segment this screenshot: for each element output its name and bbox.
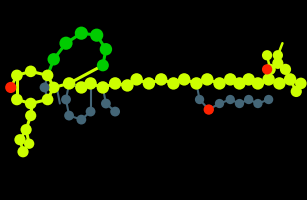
Point xyxy=(8,86,13,90)
Point xyxy=(14,98,19,102)
Point xyxy=(42,86,47,90)
Point xyxy=(21,150,25,154)
Point xyxy=(283,68,288,72)
Point xyxy=(265,54,270,58)
Point xyxy=(237,102,242,106)
Point xyxy=(268,68,273,72)
Point xyxy=(113,110,118,114)
Point xyxy=(182,78,187,82)
Point xyxy=(51,58,56,62)
Point xyxy=(67,82,72,86)
Point xyxy=(206,108,211,112)
Point xyxy=(159,78,164,82)
Point xyxy=(228,78,233,82)
Point xyxy=(113,82,118,86)
Point xyxy=(79,86,84,90)
Point xyxy=(17,138,22,142)
Point xyxy=(265,68,270,72)
Point xyxy=(28,70,33,74)
Point xyxy=(277,82,282,86)
Point xyxy=(100,86,105,90)
Point xyxy=(288,78,293,82)
Point xyxy=(45,74,50,78)
Point xyxy=(255,82,260,86)
Point xyxy=(294,90,299,94)
Point xyxy=(14,74,19,78)
Point xyxy=(197,98,202,102)
Point xyxy=(28,102,33,106)
Point xyxy=(217,102,222,106)
Point xyxy=(28,114,33,118)
Point xyxy=(103,48,108,52)
Point xyxy=(146,82,151,86)
Point xyxy=(64,42,68,46)
Point xyxy=(103,102,108,106)
Point xyxy=(24,128,29,132)
Point xyxy=(45,98,50,102)
Point xyxy=(246,98,251,102)
Point xyxy=(134,78,139,82)
Point xyxy=(255,102,260,106)
Point xyxy=(228,98,233,102)
Point xyxy=(298,82,303,86)
Point xyxy=(79,118,84,122)
Point xyxy=(217,82,222,86)
Point xyxy=(79,32,84,36)
Point xyxy=(67,114,72,118)
Point xyxy=(275,62,280,66)
Point xyxy=(205,78,210,82)
Point xyxy=(51,86,56,90)
Point xyxy=(171,82,176,86)
Point xyxy=(100,64,105,68)
Point xyxy=(266,78,271,82)
Point xyxy=(27,142,32,146)
Point xyxy=(94,34,99,38)
Point xyxy=(64,98,68,102)
Point xyxy=(88,110,93,114)
Point xyxy=(88,82,93,86)
Point xyxy=(266,98,271,102)
Point xyxy=(125,84,130,88)
Point xyxy=(246,78,251,82)
Point xyxy=(237,82,242,86)
Point xyxy=(206,108,211,112)
Point xyxy=(275,54,280,58)
Point xyxy=(194,82,199,86)
